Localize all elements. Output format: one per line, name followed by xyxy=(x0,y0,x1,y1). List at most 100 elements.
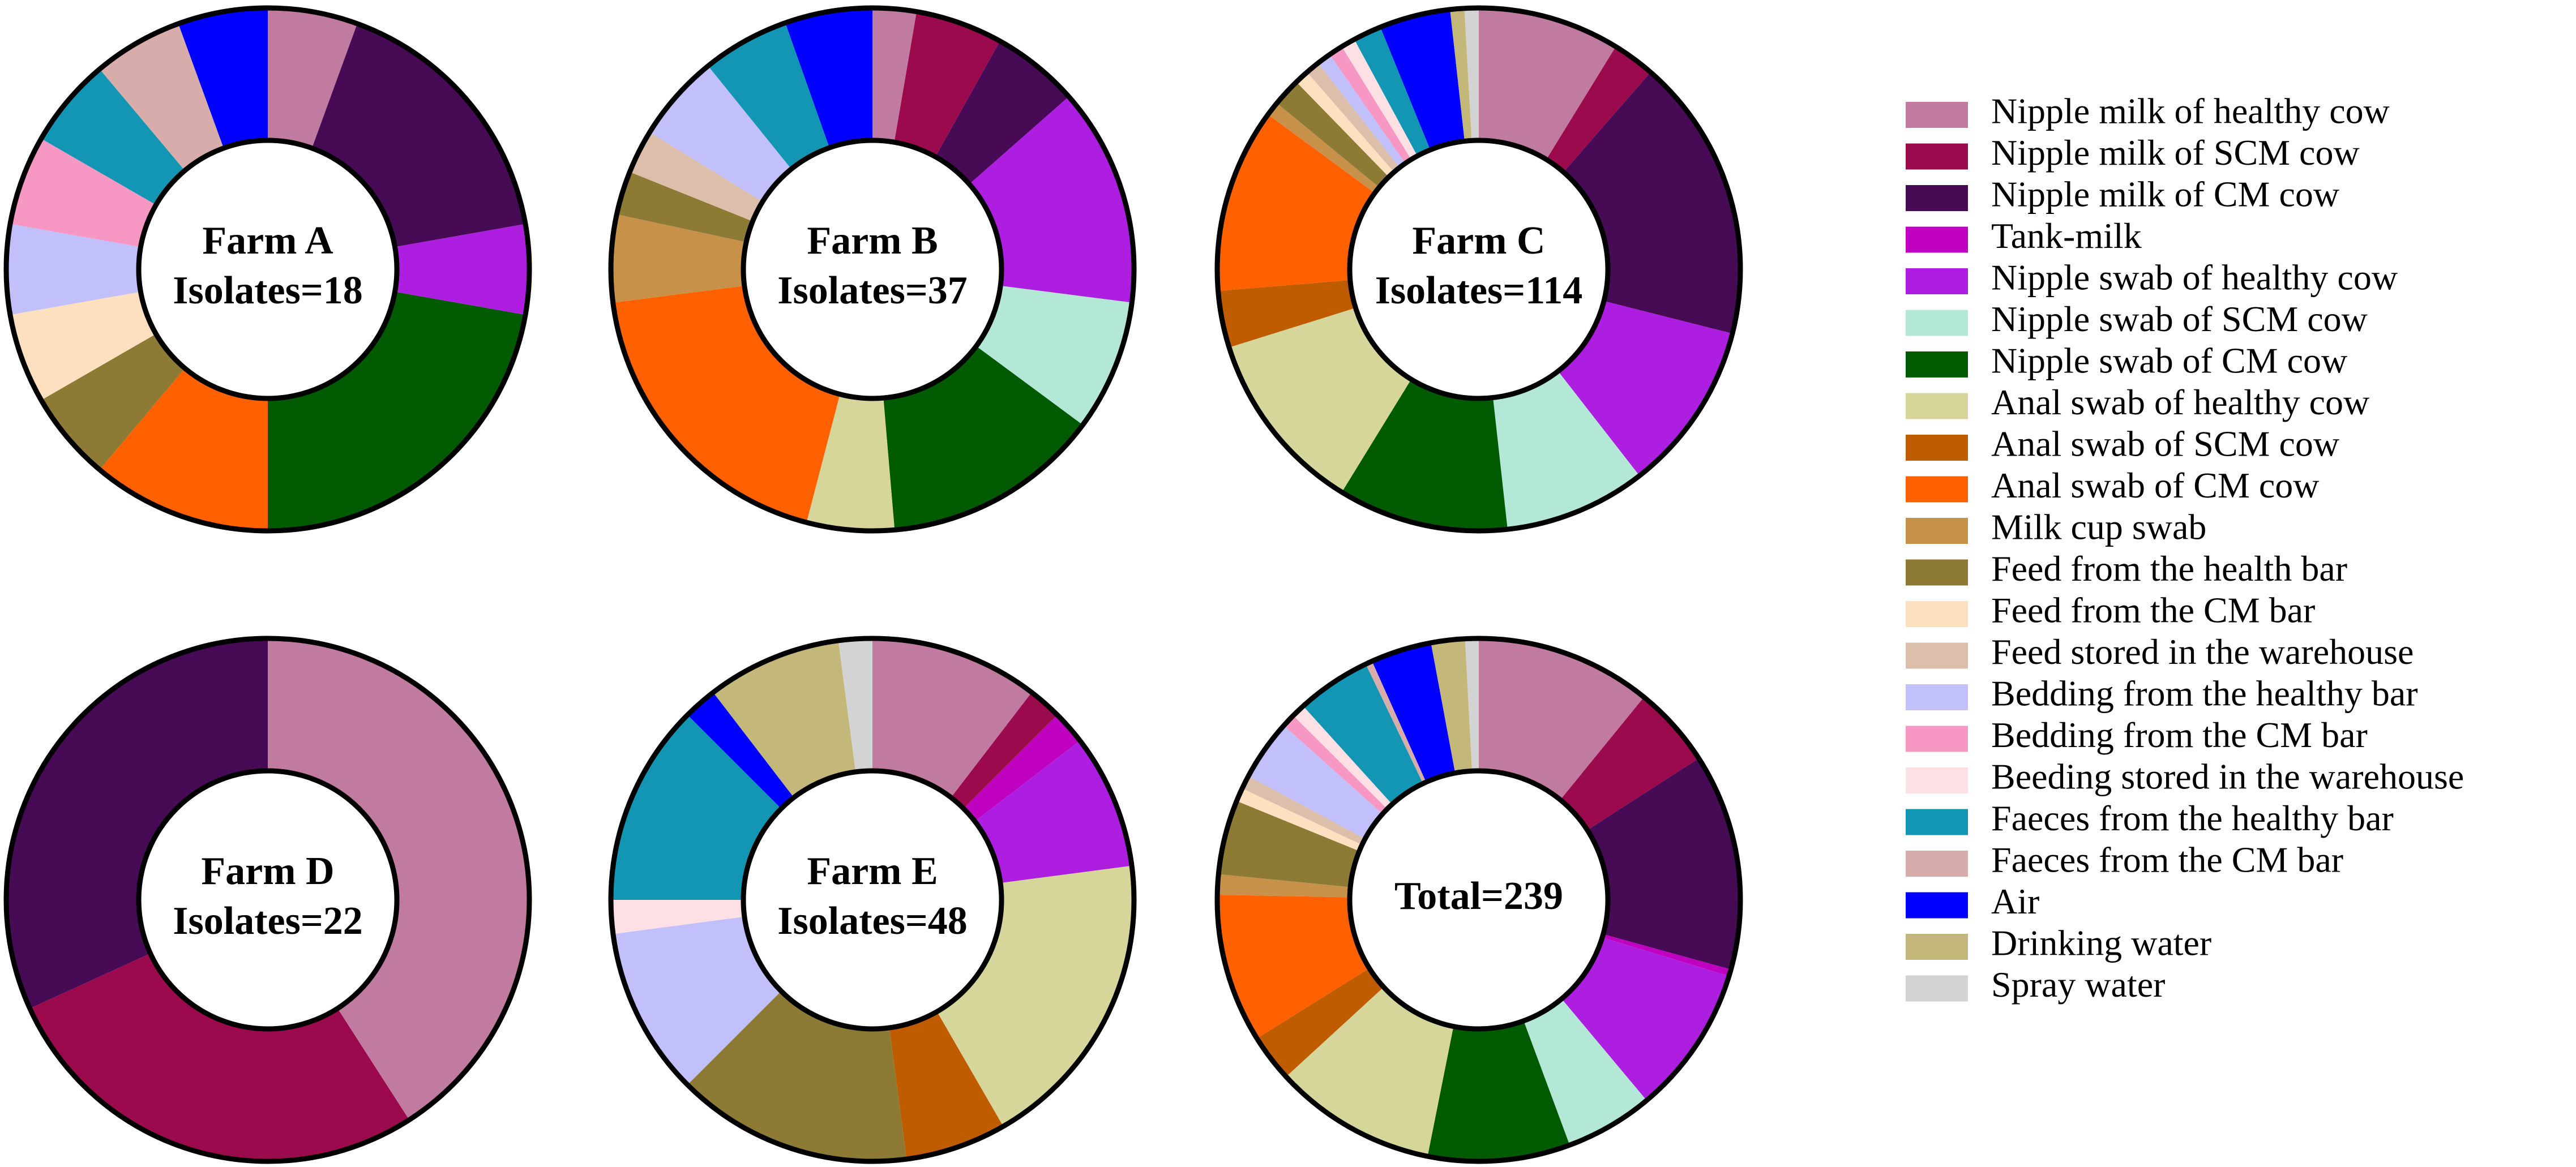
donut-subtitle: Isolates=48 xyxy=(777,899,967,943)
donut-slice xyxy=(1217,894,1370,1039)
donut-slice xyxy=(1307,63,1400,173)
donut-slice xyxy=(29,953,409,1162)
legend-swatch xyxy=(1906,393,1968,419)
donut-slice xyxy=(838,638,872,772)
donut-title: Farm D xyxy=(201,849,334,893)
legend-label: Tank-milk xyxy=(1991,216,2142,256)
donut-slice xyxy=(951,692,1058,809)
donut-slice xyxy=(1242,776,1366,845)
legend-label: Anal swab of CM cow xyxy=(1991,465,2319,505)
legend-label: Nipple milk of healthy cow xyxy=(1991,91,2390,131)
donut-slice xyxy=(1218,801,1359,887)
donut-subtitle: Isolates=18 xyxy=(173,269,362,312)
donut-slice xyxy=(41,69,185,205)
donut-slice xyxy=(1268,103,1380,193)
donut-slice xyxy=(1427,1020,1570,1161)
donut-slice xyxy=(395,224,530,315)
donut-slice xyxy=(630,132,763,221)
donut-slice xyxy=(1380,9,1465,150)
legend-label: Nipple milk of CM cow xyxy=(1991,174,2339,214)
donut-slice xyxy=(1464,8,1479,141)
donut-slice xyxy=(1318,54,1406,168)
donut-hole xyxy=(1347,768,1611,1032)
donut-hole xyxy=(741,138,1004,401)
donut-outline xyxy=(1214,5,1743,534)
legend-label: Spray water xyxy=(1991,964,2165,1005)
legend-label: Milk cup swab xyxy=(1991,507,2206,547)
legend-label: Anal swab of healthy cow xyxy=(1991,382,2369,422)
donut-slice xyxy=(1296,72,1394,177)
donut-slice xyxy=(1286,987,1454,1157)
donut-outline xyxy=(3,5,532,534)
donut-slice xyxy=(1465,638,1479,771)
donut-slice xyxy=(1257,968,1384,1077)
donut-slice xyxy=(1372,642,1456,782)
donut-slice xyxy=(713,640,856,798)
donut-slice xyxy=(268,638,530,1120)
donut-slice xyxy=(1479,638,1644,800)
legend-label: Bedding from the healthy bar xyxy=(1991,673,2418,714)
donut-slice xyxy=(964,715,1080,822)
donut-slice xyxy=(687,991,907,1161)
legend-swatch xyxy=(1906,726,1968,752)
legend-swatch xyxy=(1906,642,1968,669)
donut-slice xyxy=(1217,114,1375,291)
donut-slice xyxy=(268,8,358,148)
donut-slice xyxy=(1587,758,1740,969)
donut-slice xyxy=(611,900,744,934)
donut-slice xyxy=(1602,934,1731,976)
donut-title: Farm E xyxy=(807,849,938,893)
donut-slice xyxy=(1342,379,1508,531)
donut-slice xyxy=(1450,8,1472,141)
legend-swatch xyxy=(1906,351,1968,377)
legend-swatch xyxy=(1906,851,1968,877)
donut-slice xyxy=(613,285,840,523)
donut-outline xyxy=(608,5,1137,534)
legend-label: Nipple swab of SCM cow xyxy=(1991,299,2368,339)
donut-subtitle: Isolates=22 xyxy=(173,899,362,943)
donut-slice xyxy=(1366,661,1426,784)
legend-swatch xyxy=(1906,518,1968,544)
donut-slice xyxy=(1561,937,1729,1101)
legend-swatch xyxy=(1906,809,1968,835)
donut-title: Farm C xyxy=(1412,219,1545,263)
donut-title: Total=239 xyxy=(1394,874,1563,918)
donut-slice xyxy=(1303,664,1423,805)
legend-swatch xyxy=(1906,601,1968,627)
legend-label: Anal swab of SCM cow xyxy=(1991,424,2339,464)
legend-label: Faeces from the healthy bar xyxy=(1991,798,2394,838)
donut-slice xyxy=(6,638,268,1009)
donut-slice xyxy=(311,23,525,247)
legend-swatch xyxy=(1906,684,1968,710)
legend-label: Feed from the CM bar xyxy=(1991,590,2315,630)
donut-slice xyxy=(883,346,1083,530)
donut-slice xyxy=(894,11,1000,157)
donut-hole xyxy=(136,138,400,401)
donut-outline xyxy=(3,636,532,1164)
donut-slice xyxy=(872,638,1032,798)
legend-label: Bedding from the CM bar xyxy=(1991,715,2368,755)
legend-swatch xyxy=(1906,310,1968,336)
legend-label: Nipple swab of CM cow xyxy=(1991,341,2347,381)
legend-label: Beeding stored in the warehouse xyxy=(1991,757,2464,797)
legend-swatch xyxy=(1906,435,1968,461)
donut-slice xyxy=(708,23,830,169)
legend-swatch xyxy=(1906,185,1968,211)
legend-swatch xyxy=(1906,767,1968,793)
donut-slice xyxy=(1248,726,1383,839)
donut-slice xyxy=(889,1011,1003,1160)
donut-slice xyxy=(1524,998,1647,1145)
donut-subtitle: Isolates=37 xyxy=(777,269,967,312)
donut-slice xyxy=(1560,697,1699,830)
donut-slice xyxy=(100,23,224,171)
donut-slice xyxy=(969,96,1134,303)
donut-slice xyxy=(617,171,753,242)
donut-hole xyxy=(1347,138,1611,401)
legend-swatch xyxy=(1906,892,1968,919)
donut-slice xyxy=(1493,371,1640,530)
donut-slice xyxy=(41,334,185,470)
legend-label: Air xyxy=(1991,881,2039,921)
donut-slice xyxy=(1236,788,1362,851)
donut-slice xyxy=(1218,280,1356,347)
